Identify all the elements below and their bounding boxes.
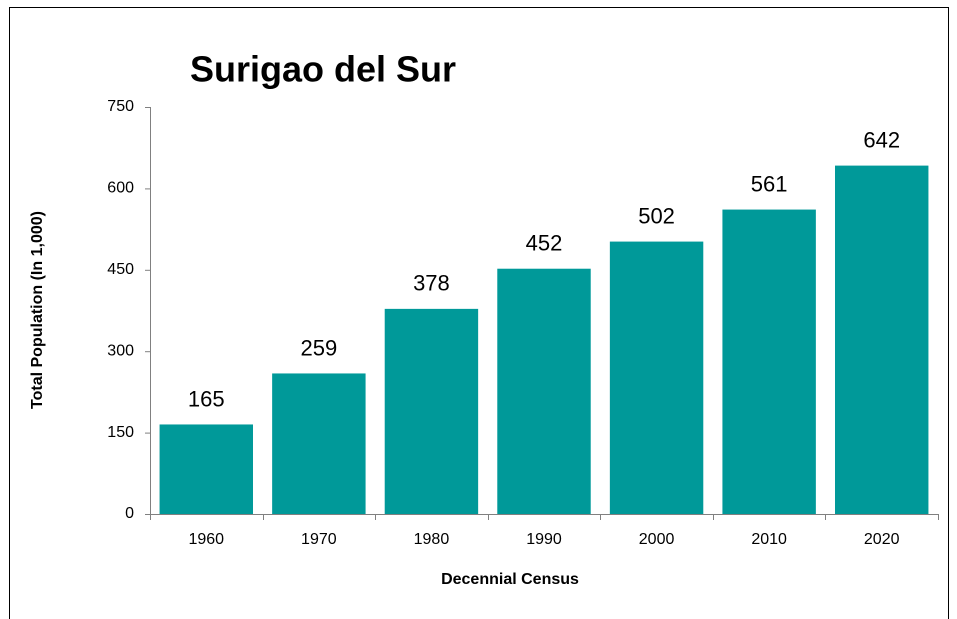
bar [497, 268, 591, 514]
bar [834, 165, 929, 514]
y-tick-label: 450 [107, 261, 134, 278]
y-tick-label: 750 [107, 98, 134, 115]
x-tick-label: 1990 [526, 531, 562, 548]
value-label: 452 [526, 231, 563, 256]
bar [159, 424, 254, 514]
x-tick-label: 1980 [414, 531, 450, 548]
bar [722, 209, 816, 514]
bar [609, 241, 704, 514]
chart-title: Surigao del Sur [190, 49, 456, 90]
value-label: 378 [413, 271, 450, 296]
x-tick-label: 2010 [751, 531, 787, 548]
x-axis-label: Decennial Census [441, 571, 579, 588]
value-label: 259 [300, 335, 337, 360]
value-label: 165 [188, 386, 225, 411]
y-tick-label: 0 [125, 505, 134, 522]
y-axis-label: Total Population (In 1,000) [29, 211, 46, 409]
value-label: 642 [863, 127, 900, 152]
frame [9, 7, 949, 619]
y-tick-label: 300 [107, 342, 134, 359]
bar [384, 308, 479, 514]
x-tick-label: 1970 [301, 531, 337, 548]
value-label: 502 [638, 203, 675, 228]
y-tick-label: 600 [107, 180, 134, 197]
x-tick-label: 2000 [639, 531, 675, 548]
bar [272, 373, 366, 514]
y-tick-label: 150 [107, 424, 134, 441]
value-label: 561 [751, 171, 788, 196]
x-tick-label: 1960 [188, 531, 224, 548]
x-tick-label: 2020 [864, 531, 900, 548]
